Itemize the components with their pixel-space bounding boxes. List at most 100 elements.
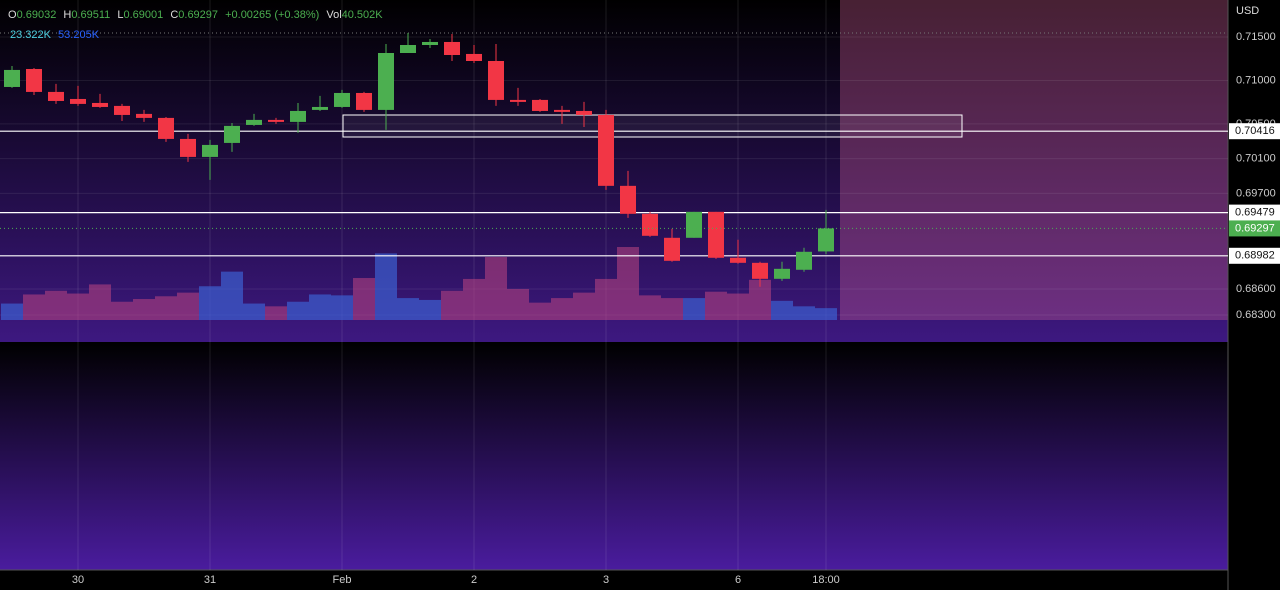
- candle-body: [290, 110, 306, 122]
- volume-bar: [23, 294, 45, 320]
- volume-bar: [67, 293, 89, 320]
- volume-bar: [397, 298, 419, 320]
- y-tick-label: 0.70100: [1236, 153, 1276, 165]
- candle-body: [246, 119, 262, 125]
- legend-value: 0.69032: [17, 9, 57, 21]
- x-tick-label: 18:00: [812, 574, 840, 586]
- candle-body: [708, 211, 724, 258]
- candle-body: [378, 53, 394, 110]
- candle-body: [576, 110, 592, 115]
- current-price-box: [1229, 220, 1280, 237]
- x-tick-label: 31: [204, 574, 216, 586]
- lower-pane: [0, 342, 1228, 570]
- x-tick-label: 30: [72, 574, 84, 586]
- time-axis: [0, 570, 1228, 590]
- volume-bar: [419, 299, 441, 320]
- candle-body: [224, 125, 240, 143]
- candle-body: [400, 45, 416, 54]
- candle-body: [752, 262, 768, 279]
- volume-bar: [221, 271, 243, 320]
- y-tick-label: 0.71000: [1236, 74, 1276, 86]
- candle-body: [774, 268, 790, 279]
- volume-bar: [89, 284, 111, 320]
- volume-bar: [353, 278, 375, 320]
- ma-value: 23.322K: [10, 29, 52, 41]
- legend-label: O: [8, 9, 17, 21]
- legend-value: 0.69297: [178, 9, 218, 21]
- candle-body: [26, 68, 42, 92]
- volume-bar: [771, 300, 793, 320]
- level-label-box: [1229, 123, 1280, 140]
- volume-bar: [661, 298, 683, 320]
- candle-body: [466, 53, 482, 61]
- candle-body: [664, 237, 680, 261]
- candle-body: [818, 228, 834, 252]
- volume-bar: [309, 294, 331, 320]
- x-tick-label: 6: [735, 574, 741, 586]
- candle-body: [730, 257, 746, 263]
- level-label: 0.68982: [1235, 250, 1275, 262]
- volume-bar: [331, 295, 353, 320]
- volume-bar: [793, 306, 815, 320]
- volume-bar: [683, 298, 705, 320]
- candle-body: [48, 91, 64, 101]
- candle-body: [202, 144, 218, 157]
- volume-bar: [529, 302, 551, 320]
- price-axis: [1228, 0, 1280, 590]
- legend-label: C: [170, 9, 178, 21]
- forecast-zone: [840, 0, 1228, 320]
- volume-bar: [177, 292, 199, 320]
- y-tick-label: 0.68300: [1236, 309, 1276, 321]
- y-tick-label: 0.71500: [1236, 31, 1276, 43]
- legend-value: 0.69511: [71, 9, 110, 21]
- legend-label: L: [117, 9, 123, 21]
- volume-bar: [749, 279, 771, 320]
- legend-label: Vol: [326, 9, 341, 21]
- volume-bar: [595, 278, 617, 320]
- candle-body: [356, 92, 372, 110]
- volume-bar: [639, 295, 661, 320]
- x-tick-label: 3: [603, 574, 609, 586]
- volume-bar: [441, 290, 463, 320]
- candle-body: [180, 138, 196, 157]
- candle-body: [620, 185, 636, 214]
- volume-bar: [573, 292, 595, 320]
- level-label: 0.70416: [1235, 125, 1275, 137]
- volume-bar: [463, 278, 485, 320]
- candle-body: [70, 98, 86, 104]
- candle-body: [114, 105, 130, 115]
- volume-bar: [507, 288, 529, 320]
- y-tick-label: 0.69700: [1236, 187, 1276, 199]
- candle-body: [158, 117, 174, 139]
- volume-bar: [265, 306, 287, 320]
- volume-bar: [111, 301, 133, 320]
- ohlc-legend: O0.69032 H0.69511 L0.69001 C0.69297 +0.0…: [8, 9, 383, 21]
- volume-bar: [551, 298, 573, 320]
- level-label: 0.69479: [1235, 207, 1275, 219]
- volume-bar: [199, 286, 221, 320]
- volume-bar: [485, 257, 507, 320]
- volume-bar: [705, 291, 727, 320]
- level-label-box: [1229, 247, 1280, 264]
- candle-body: [444, 41, 460, 55]
- candle-body: [92, 102, 108, 107]
- marks: [0, 0, 1228, 570]
- x-tick-label: Feb: [333, 574, 352, 586]
- candle-body: [488, 60, 504, 100]
- volume-bar: [133, 299, 155, 320]
- y-tick-label: 0.68600: [1236, 283, 1276, 295]
- legend-value: 0.69001: [123, 9, 163, 21]
- candle-body: [4, 69, 20, 87]
- volume-bar: [155, 296, 177, 320]
- candle-body: [686, 211, 702, 238]
- currency: USD: [1236, 5, 1259, 17]
- x-tick-label: 2: [471, 574, 477, 586]
- candle-body: [532, 99, 548, 111]
- volume-bar: [45, 290, 67, 320]
- candle-body: [422, 41, 438, 46]
- candle-body: [554, 109, 570, 112]
- candle-body: [642, 213, 658, 236]
- candle-body: [598, 114, 614, 186]
